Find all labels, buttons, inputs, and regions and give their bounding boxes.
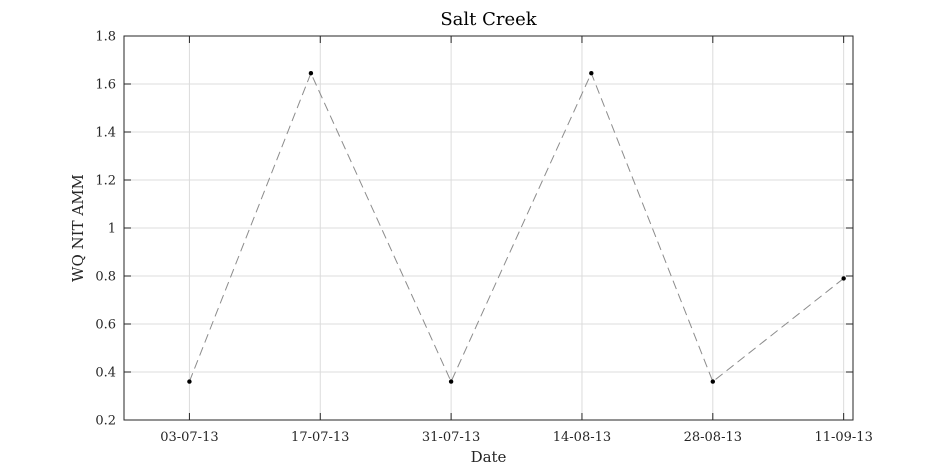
series-line [188,71,845,383]
y-tick-label: 1.6 [95,78,116,93]
y-tick-labels: 0.2 0.4 0.6 0.8 1 1.2 1.4 1.6 1.8 [95,30,116,429]
y-tick-label: 1.8 [95,30,116,45]
x-tick-label: 11-09-13 [814,430,872,445]
x-axis-title: Date [471,448,507,466]
y-tick-label: 1.4 [95,126,116,141]
x-tick-label: 31-07-13 [422,430,480,445]
x-tick-label: 14-08-13 [553,430,611,445]
data-point [589,71,594,76]
y-tick-label: 1 [108,222,116,237]
y-tick-label: 0.2 [95,414,116,429]
x-tick-label: 03-07-13 [160,430,218,445]
x-tick-labels: 03-07-13 17-07-13 31-07-13 14-08-13 28-08-13… [160,430,873,445]
y-axis-title: WQ NIT AMM [69,174,87,282]
chart-title: Salt Creek [440,9,537,30]
y-tick-label: 1.2 [95,174,116,189]
data-point [308,71,314,76]
data-point [710,379,716,384]
y-tick-label: 0.4 [95,366,116,381]
x-tick-label: 28-08-13 [684,430,742,445]
grid [124,35,853,421]
y-tick-label: 0.8 [95,270,116,285]
x-tick-label: 17-07-13 [291,430,349,445]
data-point [187,379,192,384]
data-point [448,379,454,384]
series [187,71,846,384]
data-point [841,276,846,281]
axis-ticks [124,35,853,421]
y-tick-label: 0.6 [95,318,116,333]
